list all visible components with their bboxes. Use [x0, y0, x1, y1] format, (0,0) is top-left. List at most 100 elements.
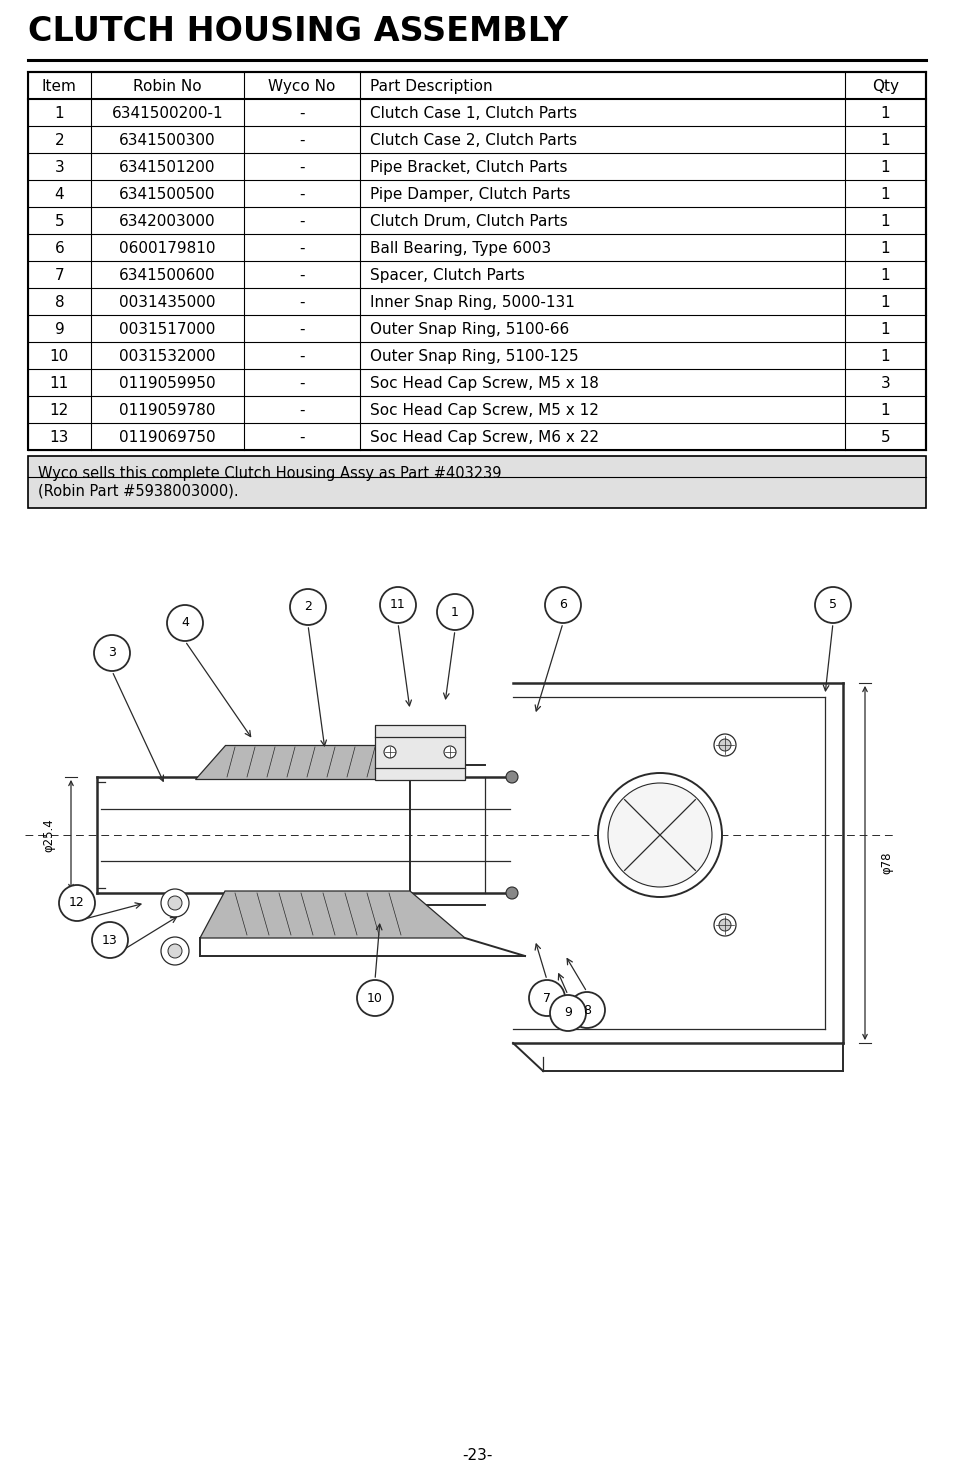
Text: 6: 6	[54, 240, 64, 257]
Text: Wyco sells this complete Clutch Housing Assy as Part #403239: Wyco sells this complete Clutch Housing …	[38, 466, 501, 481]
Text: 8: 8	[582, 1003, 590, 1016]
Text: 12: 12	[50, 403, 69, 417]
Text: 6342003000: 6342003000	[119, 214, 215, 229]
Text: -: -	[299, 240, 304, 257]
Text: 11: 11	[50, 376, 69, 391]
Text: 7: 7	[54, 268, 64, 283]
Text: 5: 5	[54, 214, 64, 229]
Text: 10: 10	[50, 350, 69, 364]
Text: 9: 9	[54, 322, 64, 336]
Circle shape	[443, 746, 456, 758]
Text: Clutch Case 1, Clutch Parts: Clutch Case 1, Clutch Parts	[370, 106, 577, 121]
Text: 0031517000: 0031517000	[119, 322, 215, 336]
Text: 6341500200-1: 6341500200-1	[112, 106, 223, 121]
Text: Outer Snap Ring, 5100-66: Outer Snap Ring, 5100-66	[370, 322, 569, 336]
Polygon shape	[200, 891, 464, 938]
Circle shape	[59, 885, 95, 920]
Text: Pipe Bracket, Clutch Parts: Pipe Bracket, Clutch Parts	[370, 159, 567, 176]
Text: 0600179810: 0600179810	[119, 240, 215, 257]
Text: 4: 4	[54, 187, 64, 202]
Text: 5: 5	[880, 431, 889, 445]
Circle shape	[529, 979, 564, 1016]
Text: 6341500500: 6341500500	[119, 187, 215, 202]
Circle shape	[290, 589, 326, 625]
Text: 2: 2	[54, 133, 64, 148]
Text: (Robin Part #5938003000).: (Robin Part #5938003000).	[38, 484, 238, 499]
Text: 1: 1	[880, 106, 889, 121]
Circle shape	[168, 944, 182, 957]
Text: Spacer, Clutch Parts: Spacer, Clutch Parts	[370, 268, 524, 283]
Circle shape	[168, 895, 182, 910]
Circle shape	[719, 739, 730, 751]
Text: Part Description: Part Description	[370, 80, 493, 94]
Text: -: -	[299, 268, 304, 283]
Circle shape	[598, 773, 721, 897]
Text: 8: 8	[54, 295, 64, 310]
Circle shape	[713, 735, 735, 757]
Text: -: -	[299, 403, 304, 417]
Circle shape	[384, 746, 395, 758]
Text: 6341500300: 6341500300	[119, 133, 215, 148]
Text: 10: 10	[367, 991, 382, 1004]
Polygon shape	[194, 745, 410, 779]
Text: Clutch Drum, Clutch Parts: Clutch Drum, Clutch Parts	[370, 214, 567, 229]
Text: 12: 12	[69, 897, 85, 910]
Circle shape	[505, 771, 517, 783]
Circle shape	[713, 914, 735, 937]
Text: -23-: -23-	[461, 1447, 492, 1463]
Text: 6341500600: 6341500600	[119, 268, 215, 283]
Text: 3: 3	[54, 159, 64, 176]
Text: 0119069750: 0119069750	[119, 431, 215, 445]
Circle shape	[607, 783, 711, 886]
Text: 1: 1	[880, 159, 889, 176]
Text: -: -	[299, 376, 304, 391]
Circle shape	[505, 886, 517, 898]
Circle shape	[550, 996, 585, 1031]
Text: 0031435000: 0031435000	[119, 295, 215, 310]
Text: φ25.4: φ25.4	[43, 819, 55, 853]
Text: 2: 2	[304, 600, 312, 614]
Circle shape	[161, 937, 189, 965]
Text: Soc Head Cap Screw, M5 x 12: Soc Head Cap Screw, M5 x 12	[370, 403, 598, 417]
Circle shape	[379, 587, 416, 622]
Circle shape	[167, 605, 203, 642]
Text: Outer Snap Ring, 5100-125: Outer Snap Ring, 5100-125	[370, 350, 578, 364]
Text: 1: 1	[880, 295, 889, 310]
Text: Soc Head Cap Screw, M6 x 22: Soc Head Cap Screw, M6 x 22	[370, 431, 598, 445]
Bar	[28, 456, 925, 507]
Text: -: -	[299, 159, 304, 176]
Text: Soc Head Cap Screw, M5 x 18: Soc Head Cap Screw, M5 x 18	[370, 376, 598, 391]
Text: 1: 1	[880, 240, 889, 257]
Text: 1: 1	[880, 403, 889, 417]
Text: Pipe Damper, Clutch Parts: Pipe Damper, Clutch Parts	[370, 187, 570, 202]
Circle shape	[568, 993, 604, 1028]
Text: -: -	[299, 322, 304, 336]
Text: 5: 5	[828, 599, 836, 612]
Text: 6: 6	[558, 599, 566, 612]
Circle shape	[436, 594, 473, 630]
Text: 0119059780: 0119059780	[119, 403, 215, 417]
Text: 7: 7	[542, 991, 551, 1004]
Text: 1: 1	[880, 187, 889, 202]
Text: 1: 1	[880, 350, 889, 364]
Text: Wyco No: Wyco No	[268, 80, 335, 94]
Circle shape	[356, 979, 393, 1016]
Text: Ball Bearing, Type 6003: Ball Bearing, Type 6003	[370, 240, 551, 257]
Text: Item: Item	[42, 80, 77, 94]
Circle shape	[544, 587, 580, 622]
Text: 3: 3	[108, 646, 116, 659]
Circle shape	[814, 587, 850, 622]
Text: 0031532000: 0031532000	[119, 350, 215, 364]
Text: 13: 13	[50, 431, 69, 445]
Bar	[28, 72, 925, 450]
Text: CLUTCH HOUSING ASSEMBLY: CLUTCH HOUSING ASSEMBLY	[28, 15, 568, 49]
Text: -: -	[299, 187, 304, 202]
Text: -: -	[299, 106, 304, 121]
Text: -: -	[299, 133, 304, 148]
Text: φ78: φ78	[880, 851, 893, 875]
Text: 1: 1	[54, 106, 64, 121]
Circle shape	[91, 922, 128, 957]
Text: 3: 3	[880, 376, 889, 391]
Text: 1: 1	[880, 214, 889, 229]
Text: -: -	[299, 214, 304, 229]
